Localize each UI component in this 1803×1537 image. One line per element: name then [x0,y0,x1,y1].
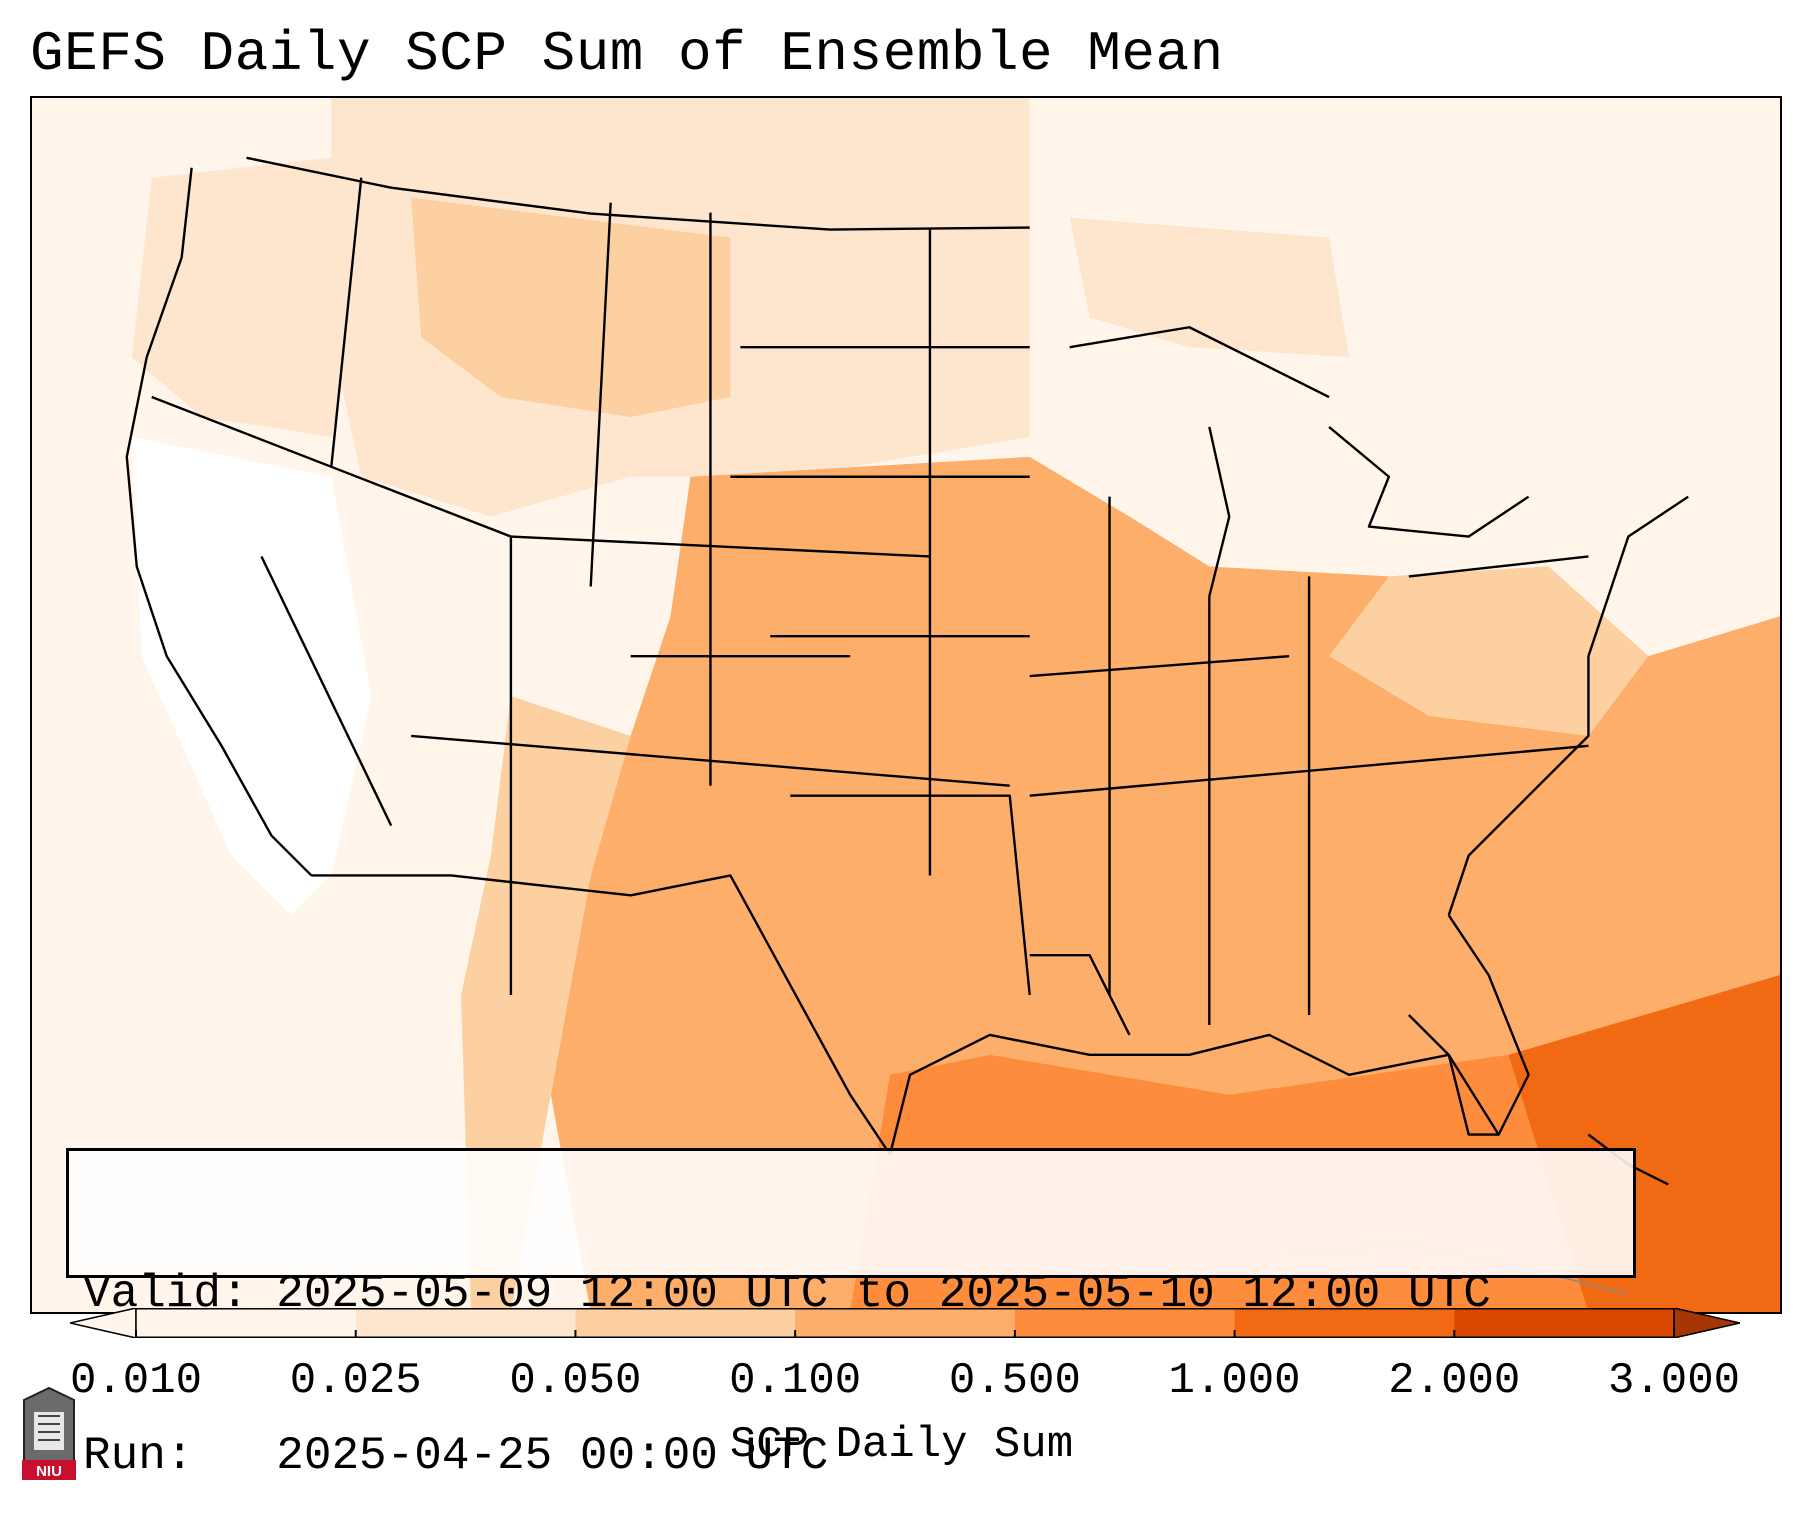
us-mexico-border [311,874,892,1156]
gulf-coastline [888,1033,1500,1155]
west-coastline [125,167,313,877]
oklahoma-texas-border [790,794,1031,996]
colorbar-tick-label: 0.025 [289,1356,422,1406]
us-canada-border-west [246,156,1030,231]
colorbar-segment [355,1308,576,1338]
valid-time-line: Valid: 2025-05-09 12:00 UTC to 2025-05-1… [83,1268,1491,1320]
map-svg [32,98,1780,1312]
montana-wyoming-border [589,202,612,587]
colorbar-tick-label: 3.000 [1607,1356,1741,1406]
scp-field-california [131,436,372,916]
colorbar-segment [575,1308,796,1338]
lake-superior [1069,326,1330,399]
map-panel [30,96,1782,1314]
logo-text: NIU [36,1463,62,1480]
university-seal-icon: NIU [22,1386,76,1480]
missouri-kentucky-border [1029,654,1290,678]
colorbar-tick-label: 0.100 [729,1356,862,1406]
louisiana-border [1029,953,1131,1036]
run-time-line: Run: 2025-04-25 00:00 UTC [83,1430,829,1482]
colorbar-tick-label: 0.010 [69,1356,203,1406]
pennsylvania-border [1408,555,1589,578]
colorbar-segment [795,1308,1016,1338]
colorbar-label: SCP Daily Sum [729,1420,1074,1470]
scp-field-pacific-nw [131,157,362,437]
colorbar-extend-low [70,1308,137,1338]
colorbar [70,1308,1740,1338]
colorbar-extend-high [1673,1308,1740,1338]
florida-coastline [1408,914,1530,1136]
colorbar-tick-label: 0.500 [948,1356,1081,1406]
colorbar-segment [136,1308,357,1338]
colorbar-tick-label: 1.000 [1168,1356,1301,1406]
california-nevada-border [260,555,393,827]
map-title: GEFS Daily SCP Sum of Ensemble Mean [30,22,1224,86]
scp-field-midatlantic [1329,566,1649,736]
lake-huron-erie [1328,425,1530,538]
scp-shading [32,98,1780,1312]
east-coastline [1447,495,1689,916]
validity-info-box: Valid: 2025-05-09 12:00 UTC to 2025-05-1… [66,1148,1636,1482]
colorbar-outline [135,1308,1675,1338]
colorbar-tick-label: 2.000 [1388,1356,1521,1406]
colorbar-segment [1454,1308,1675,1338]
colorbar-segment [1234,1308,1455,1338]
oregon-nevada-border [151,395,512,538]
scp-field-montana [411,197,731,417]
idaho-border [330,177,363,467]
colorbar-tick-label: 0.050 [509,1356,642,1406]
scp-field-greatlakes-north [1069,217,1349,358]
colorbar-segment [1014,1308,1236,1338]
scp-field-northeast [1029,98,1780,517]
utah-wyoming-border [510,535,931,558]
lake-michigan [1208,426,1231,597]
